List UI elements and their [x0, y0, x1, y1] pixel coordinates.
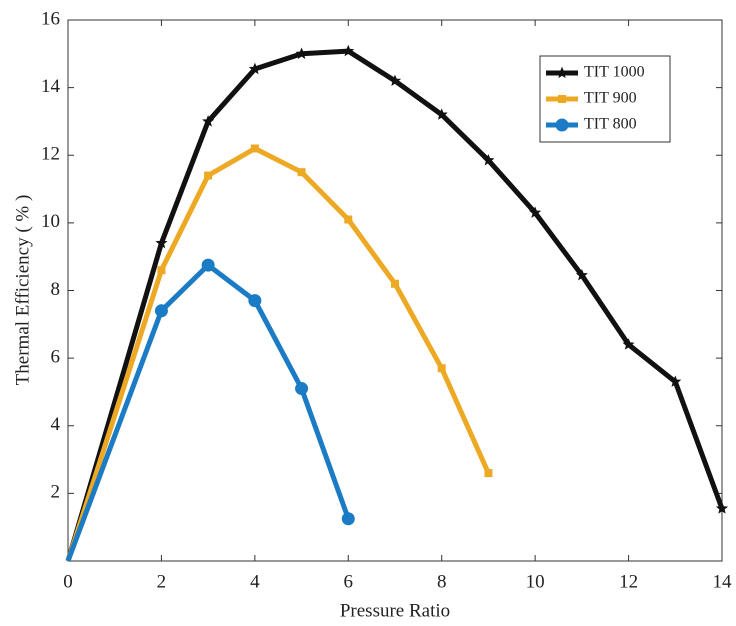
marker: [248, 62, 261, 75]
x-tick-label: 2: [157, 571, 167, 592]
marker: [248, 294, 262, 308]
y-tick-label: 10: [41, 211, 60, 232]
x-tick-label: 12: [619, 571, 638, 592]
marker: [669, 375, 682, 387]
marker: [297, 168, 306, 177]
marker: [529, 206, 542, 218]
legend-label: TIT 900: [584, 90, 637, 107]
series-line: [65, 48, 725, 562]
legend-label: TIT 1000: [584, 64, 645, 81]
series-line: [65, 262, 351, 562]
marker: [295, 47, 308, 60]
x-tick-label: 0: [63, 571, 73, 592]
x-tick-label: 10: [526, 571, 545, 592]
marker: [575, 268, 588, 281]
x-axis-label: Pressure Ratio: [340, 600, 450, 621]
marker: [201, 258, 215, 272]
marker: [558, 95, 566, 103]
marker: [204, 171, 213, 180]
marker: [202, 115, 215, 127]
y-tick-label: 2: [51, 482, 61, 503]
marker: [622, 338, 635, 350]
x-tick-label: 14: [713, 571, 733, 592]
marker: [250, 144, 259, 153]
marker: [555, 66, 569, 79]
marker: [388, 74, 402, 86]
marker: [341, 512, 355, 526]
y-tick-label: 4: [51, 414, 61, 435]
legend: TIT 1000 TIT 900 TIT 800: [539, 55, 671, 143]
marker: [435, 108, 448, 120]
y-tick-label: 8: [51, 279, 61, 300]
y-tick-label: 14: [41, 76, 61, 97]
marker: [555, 118, 569, 132]
y-axis-label: Thermal Efficiency ( % ): [12, 195, 33, 386]
marker: [295, 382, 309, 396]
marker: [342, 44, 355, 57]
marker: [157, 266, 166, 275]
legend-label: TIT 800: [584, 116, 637, 133]
marker: [437, 364, 446, 373]
marker: [391, 279, 399, 288]
marker: [154, 304, 168, 318]
marker: [155, 236, 168, 249]
y-tick-label: 12: [41, 144, 60, 165]
x-tick-label: 4: [250, 571, 260, 592]
marker: [484, 469, 493, 478]
y-tick-label: 16: [41, 8, 60, 29]
x-tick-label: 8: [437, 571, 447, 592]
marker: [344, 215, 353, 224]
y-tick-label: 6: [51, 346, 61, 367]
marker: [715, 502, 729, 514]
x-tick-label: 6: [344, 571, 354, 592]
marker: [482, 153, 495, 166]
